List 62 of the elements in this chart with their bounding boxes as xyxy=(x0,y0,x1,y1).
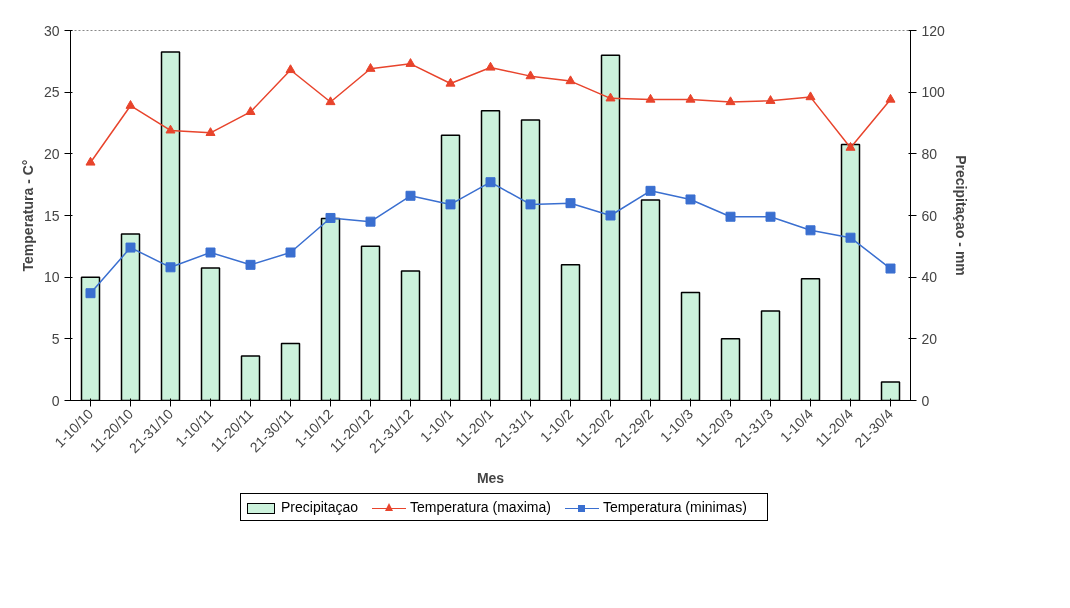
y2-tick-label: 20 xyxy=(921,330,938,347)
point xyxy=(125,242,136,253)
point xyxy=(685,194,696,205)
point xyxy=(365,63,376,72)
point xyxy=(685,93,696,103)
point xyxy=(205,247,216,258)
point xyxy=(285,247,296,258)
y-tick-label: 0 xyxy=(51,392,60,409)
point xyxy=(605,210,616,221)
point xyxy=(445,199,456,210)
legend-label: Precipitaçao xyxy=(280,499,359,515)
point xyxy=(445,77,456,87)
y2-tick-label: 40 xyxy=(921,269,938,286)
y-tick-label: 20 xyxy=(43,145,60,162)
y-axis-title: Temperatura - C° xyxy=(19,159,36,272)
y-tick-label: 15 xyxy=(43,207,60,224)
y2-tick-label: 60 xyxy=(921,207,938,224)
point xyxy=(885,263,896,274)
point xyxy=(125,100,136,109)
point xyxy=(845,232,856,243)
point xyxy=(365,216,376,227)
legend-label: Temperatura (maxima) xyxy=(409,499,551,515)
point xyxy=(765,211,776,222)
point xyxy=(805,225,816,236)
point xyxy=(405,190,416,201)
y2-tick-label: 100 xyxy=(921,84,946,101)
y2-tick-label: 0 xyxy=(921,392,930,409)
point xyxy=(405,58,416,67)
point xyxy=(245,106,256,115)
point xyxy=(525,70,536,80)
point xyxy=(725,211,736,222)
point xyxy=(565,198,576,209)
point xyxy=(325,212,336,223)
point xyxy=(805,91,816,101)
point xyxy=(565,75,576,85)
y2-tick-label: 80 xyxy=(921,145,938,162)
y-tick-label: 10 xyxy=(43,269,60,286)
point xyxy=(85,156,96,166)
point xyxy=(165,262,176,273)
point xyxy=(205,127,216,136)
legend-label: Temperatura (minimas) xyxy=(601,499,747,515)
point xyxy=(645,93,656,103)
point xyxy=(645,185,656,196)
point xyxy=(765,95,776,104)
point xyxy=(485,61,496,71)
point xyxy=(165,124,176,134)
point xyxy=(85,288,96,299)
y-tick-label: 5 xyxy=(51,330,60,347)
point xyxy=(605,92,616,102)
y-tick-label: 25 xyxy=(43,84,60,101)
y2-tick-label: 120 xyxy=(921,22,946,39)
point xyxy=(885,93,896,103)
point xyxy=(485,177,496,188)
y-tick-label: 30 xyxy=(43,22,60,39)
point xyxy=(325,96,336,106)
point xyxy=(845,141,856,151)
y2-axis-title: Precipitaçao - mm xyxy=(952,155,969,276)
point xyxy=(725,96,736,106)
x-axis-title: Mes xyxy=(476,469,505,486)
point xyxy=(525,199,536,210)
point xyxy=(245,259,256,270)
point xyxy=(285,64,296,74)
